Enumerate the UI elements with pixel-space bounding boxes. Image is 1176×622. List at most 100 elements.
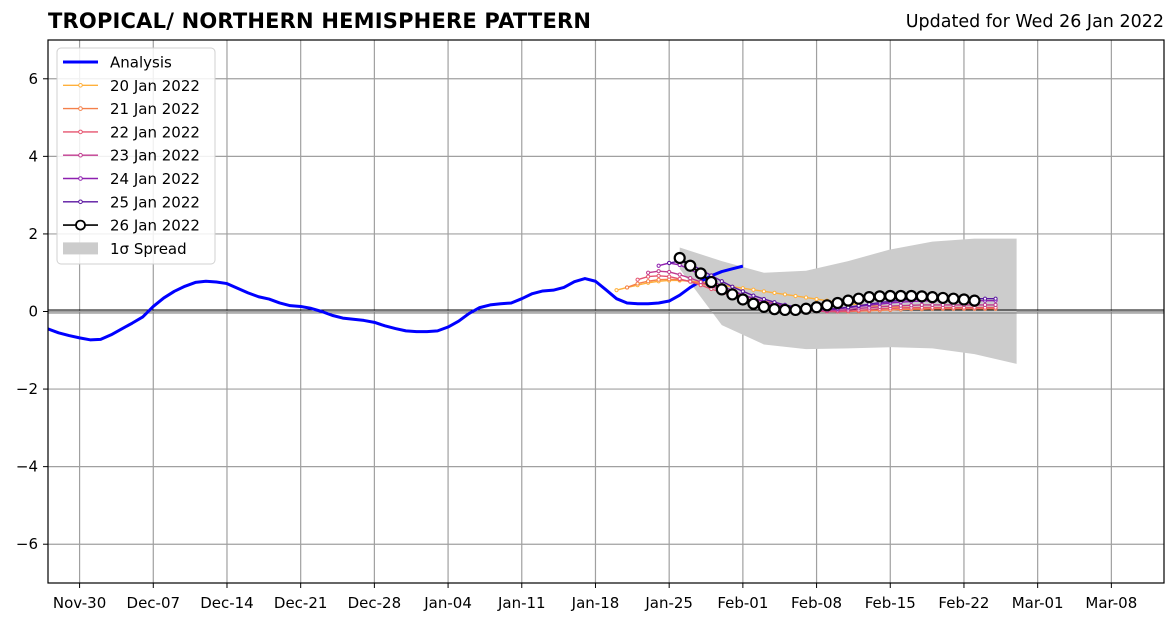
forecast-point xyxy=(646,279,651,284)
legend-marker xyxy=(78,106,83,111)
forecast-point xyxy=(863,291,876,304)
forecast-point xyxy=(751,293,756,298)
x-tick-label: Jan-04 xyxy=(423,594,472,612)
forecast-point xyxy=(782,292,788,297)
forecast-point xyxy=(772,290,777,295)
forecast-point xyxy=(803,295,809,300)
legend-label: 26 Jan 2022 xyxy=(110,217,200,235)
x-tick-label: Jan-25 xyxy=(644,594,693,612)
x-tick-label: Feb-01 xyxy=(717,594,768,612)
grid xyxy=(48,40,1164,583)
legend-marker xyxy=(75,219,86,231)
forecast-point xyxy=(898,303,903,308)
forecast-point xyxy=(684,259,697,272)
x-tick-label: Mar-08 xyxy=(1085,594,1137,612)
legend-marker xyxy=(78,176,83,181)
y-tick-label: 6 xyxy=(28,70,38,88)
forecast-point xyxy=(894,289,907,303)
x-tick-label: Dec-28 xyxy=(348,594,402,612)
legend-label: 24 Jan 2022 xyxy=(110,170,200,188)
legend-label: Analysis xyxy=(110,54,172,72)
x-tick-label: Dec-21 xyxy=(274,594,328,612)
x-tick-label: Mar-01 xyxy=(1012,594,1064,612)
forecast-point xyxy=(930,302,935,308)
y-tick-label: −4 xyxy=(16,458,38,476)
forecast-point xyxy=(726,288,739,301)
x-tick-label: Nov-30 xyxy=(53,594,106,612)
series-group xyxy=(48,251,998,342)
forecast-point xyxy=(688,276,693,281)
forecast-point xyxy=(831,296,844,310)
updated-label: Updated for Wed 26 Jan 2022 xyxy=(905,12,1164,32)
forecast-point xyxy=(646,274,651,279)
forecast-point xyxy=(909,303,914,308)
x-tick-label: Feb-15 xyxy=(865,594,916,612)
legend-marker xyxy=(78,152,83,158)
legend: Analysis 20 Jan 2022 21 Jan 2022 22 Jan 202… xyxy=(56,47,216,265)
y-tick-label: −2 xyxy=(16,380,38,398)
forecast-point xyxy=(677,276,682,282)
y-tick-label: 2 xyxy=(28,225,38,243)
x-tick-label: Jan-11 xyxy=(497,594,546,612)
forecast-point xyxy=(667,260,672,266)
x-tick-label: Dec-07 xyxy=(127,594,181,612)
forecast-point xyxy=(993,302,998,308)
forecast-point xyxy=(688,279,693,284)
legend-label: 1σ Spread xyxy=(110,240,187,258)
forecast-point xyxy=(730,284,735,289)
forecast-point xyxy=(614,288,619,293)
forecast-point xyxy=(968,294,981,307)
forecast-point xyxy=(736,293,749,306)
forecast-point xyxy=(810,301,823,314)
forecast-point xyxy=(957,293,971,306)
forecast-point xyxy=(747,297,760,310)
forecast-point xyxy=(814,296,819,302)
legend-label: 25 Jan 2022 xyxy=(110,193,200,211)
forecast-point xyxy=(761,289,767,294)
forecast-point xyxy=(667,274,672,279)
forecast-point xyxy=(842,294,855,307)
forecast-point xyxy=(656,263,661,268)
y-tick-label: 0 xyxy=(28,303,38,321)
forecast-point xyxy=(635,281,640,286)
forecast-point xyxy=(768,303,781,316)
forecast-point xyxy=(667,269,672,275)
analysis-line xyxy=(48,264,744,342)
forecast-point xyxy=(673,251,686,265)
forecast-point xyxy=(715,283,728,296)
forecast-point xyxy=(656,273,661,278)
forecast-point xyxy=(919,302,924,308)
legend-label: 20 Jan 2022 xyxy=(110,77,200,95)
forecast-point xyxy=(757,300,771,313)
forecast-point xyxy=(646,270,651,275)
legend-marker xyxy=(78,83,83,88)
forecast-point xyxy=(993,296,998,301)
forecast-point xyxy=(698,279,703,285)
legend-label: 22 Jan 2022 xyxy=(110,123,200,141)
forecast-point xyxy=(751,287,756,292)
forecast-point xyxy=(926,291,939,304)
y-tick-label: 4 xyxy=(28,147,38,165)
legend-box xyxy=(56,47,216,265)
plot-frame xyxy=(47,39,1165,584)
forecast-point xyxy=(793,293,798,299)
legend-swatch xyxy=(63,242,98,255)
forecast-point xyxy=(936,291,950,305)
x-tick-label: Jan-18 xyxy=(571,594,620,612)
forecast-point xyxy=(947,292,960,305)
forecast-point xyxy=(884,289,897,303)
legend-label: 21 Jan 2022 xyxy=(110,100,200,118)
forecast-point xyxy=(982,302,988,308)
legend-label: 23 Jan 2022 xyxy=(110,147,200,165)
x-tick-label: Feb-22 xyxy=(938,594,989,612)
chart-title: TROPICAL/ NORTHERN HEMISPHERE PATTERN xyxy=(48,9,592,33)
zero-line-group xyxy=(48,309,1164,314)
forecast-point xyxy=(820,299,834,312)
legend-marker xyxy=(78,129,83,135)
forecast-point xyxy=(799,302,813,315)
forecast-point xyxy=(982,296,988,301)
forecast-point xyxy=(873,290,886,303)
forecast-point xyxy=(905,289,918,303)
forecast-point xyxy=(740,289,745,294)
